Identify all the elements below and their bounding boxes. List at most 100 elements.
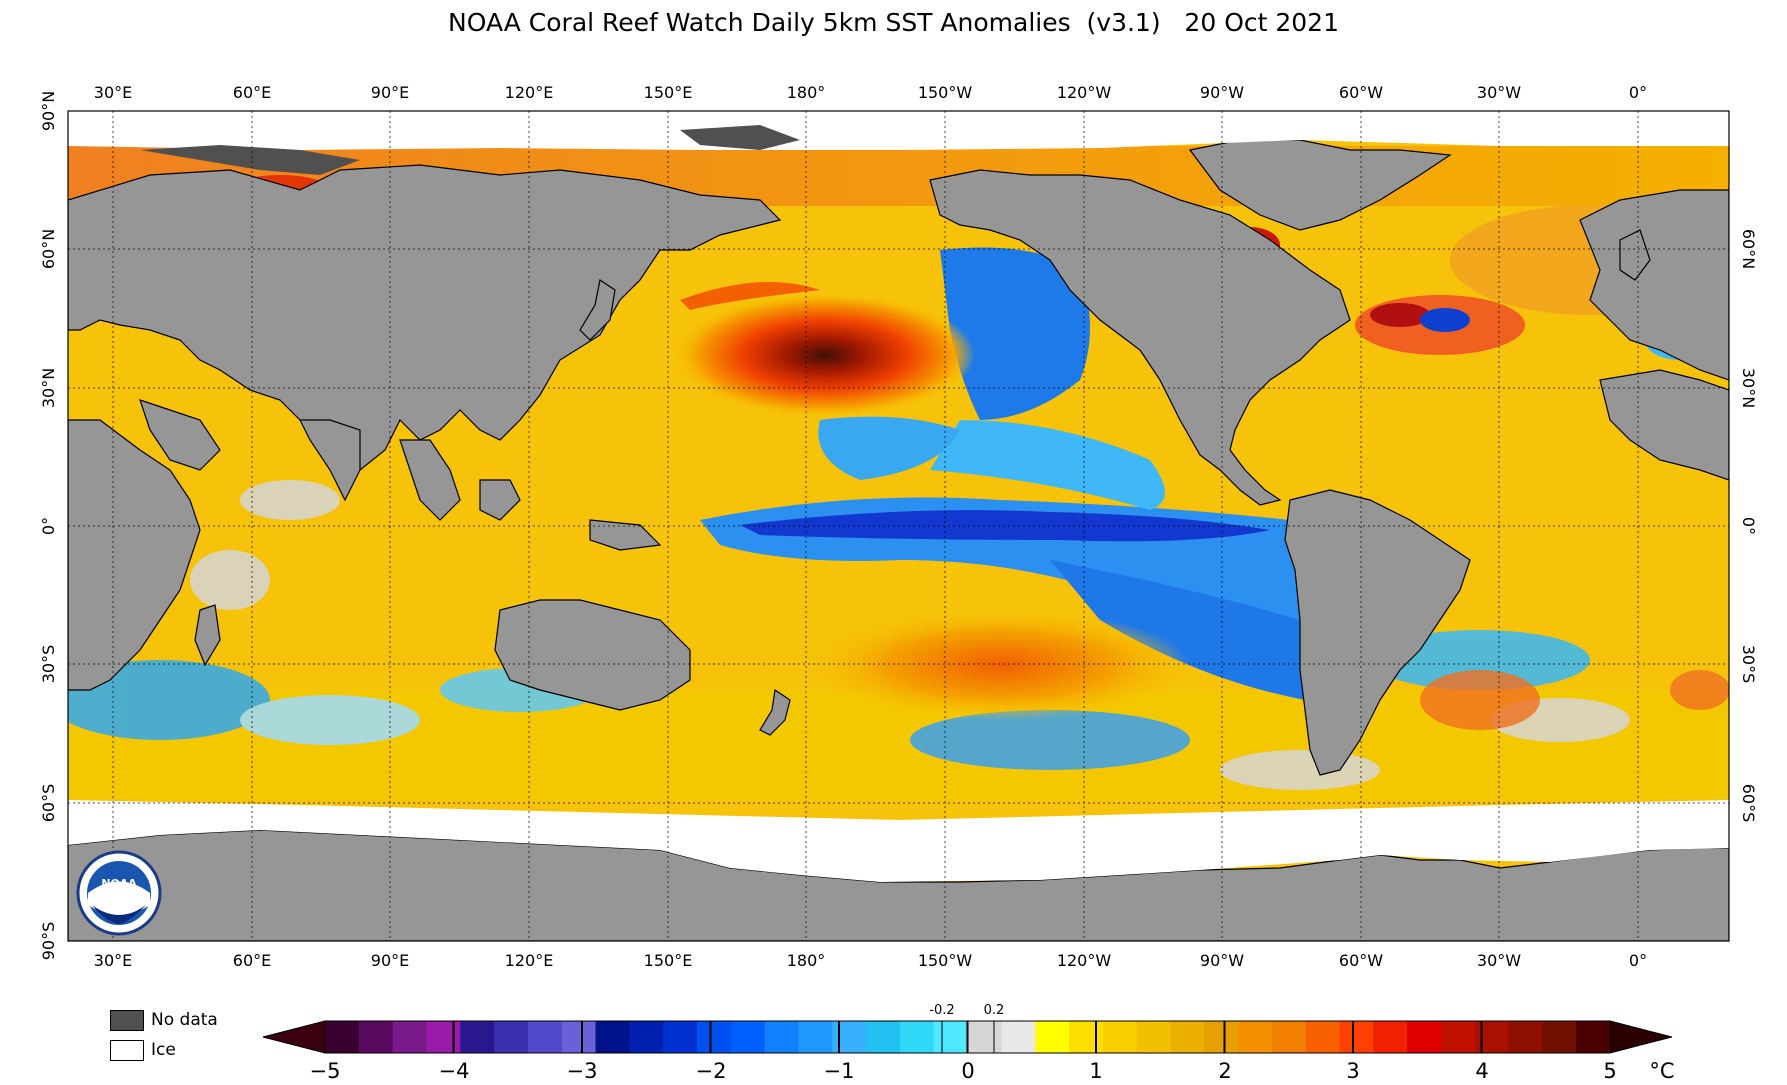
colorbar-tick-label: 2 (1218, 1059, 1231, 1083)
colorbar-segment (1305, 1021, 1341, 1053)
new-zealand (759, 688, 791, 736)
colorbar-segment (358, 1021, 394, 1053)
lat-label: 60°S (1739, 784, 1758, 823)
colorbar-segment (764, 1021, 800, 1053)
colorbar-segment (561, 1021, 597, 1053)
africa (68, 419, 201, 691)
colorbar-segment (595, 1021, 630, 1053)
colorbar (262, 1020, 1673, 1054)
lat-label: 30°N (1739, 368, 1758, 408)
colorbar-tick-label: 1 (1089, 1059, 1102, 1083)
colorbar-segment (1102, 1021, 1138, 1053)
lat-label: 30°S (1739, 645, 1758, 684)
madagascar (194, 604, 221, 667)
ice-swatch (110, 1040, 144, 1061)
arctic-ice (68, 111, 1729, 150)
colorbar-segment (1238, 1021, 1273, 1053)
map-frame (67, 110, 1730, 942)
colorbar-segment (798, 1021, 833, 1053)
colorbar-segment (696, 1021, 732, 1053)
lon-label: 120°W (1057, 951, 1112, 970)
colorbar-segment (426, 1021, 461, 1053)
colorbar-segment (1035, 1021, 1070, 1053)
colorbar-tick-label: 3 (1346, 1059, 1359, 1083)
lon-label: 30°E (94, 83, 132, 102)
lon-label: 0° (1629, 951, 1647, 970)
colorbar-segment (392, 1021, 428, 1053)
lon-label: 180° (787, 83, 826, 102)
colorbar-segment (1508, 1021, 1543, 1053)
south-america (1284, 489, 1471, 776)
map-area: NOAA (68, 111, 1729, 941)
lat-label: 60°S (39, 784, 58, 823)
colorbar-segment (629, 1021, 664, 1053)
lat-labels-right: 60°N 30°N 0° 30°S 60°S (1739, 229, 1758, 822)
colorbar-segment (663, 1021, 698, 1053)
lon-label: 150°E (644, 83, 693, 102)
lat-label: 90°S (39, 922, 58, 961)
colorbar-segment (1542, 1021, 1577, 1053)
colorbar-segment (1204, 1021, 1239, 1053)
india (299, 419, 361, 502)
colorbar-tick-label: −1 (824, 1059, 855, 1083)
lon-label: 150°W (918, 83, 973, 102)
lon-label: 60°W (1339, 83, 1383, 102)
noaa-logo: NOAA (76, 850, 162, 936)
colorbar-segment (1271, 1021, 1307, 1053)
sea-ice (68, 800, 1729, 882)
lon-label: 90°E (371, 951, 409, 970)
colorbar-segment (494, 1021, 529, 1053)
colorbar-neutral-labels: -0.2 0.2 (929, 1003, 1004, 1018)
lon-labels-top: 30°E 60°E 90°E 120°E 150°E 180° 150°W 12… (94, 83, 1647, 102)
colorbar-unit: °C (1649, 1059, 1674, 1083)
lat-label: 0° (1739, 517, 1758, 535)
colorbar-segment (866, 1021, 901, 1053)
lon-label: 60°E (233, 951, 271, 970)
neutral-low-label: -0.2 (929, 1003, 954, 1018)
arabia (139, 399, 221, 471)
colorbar-segment (1136, 1021, 1171, 1053)
lon-label: 150°W (918, 951, 973, 970)
colorbar-segment (967, 1021, 1002, 1053)
colorbar-tick-label: 5 (1603, 1059, 1616, 1083)
lat-label: 60°N (1739, 229, 1758, 269)
lon-label: 90°E (371, 83, 409, 102)
lat-label: 60°N (39, 229, 58, 269)
noaa-logo-text: NOAA (101, 877, 137, 890)
south-pacific-warm (810, 610, 1190, 720)
land-masses (68, 139, 1729, 776)
graticule (68, 111, 1729, 941)
colorbar-segment (899, 1021, 935, 1053)
colorbar-tick-label: −2 (696, 1059, 727, 1083)
colorbar-segment (1407, 1021, 1442, 1053)
colorbar-tick-label: 4 (1475, 1059, 1488, 1083)
indochina (399, 439, 461, 521)
colorbar-segment (1576, 1021, 1611, 1053)
colorbar-segment (832, 1021, 867, 1053)
colorbar-segment (730, 1021, 766, 1053)
north-pacific (675, 247, 1165, 510)
lat-label: 30°S (39, 645, 58, 684)
pacific-cold-tongue (700, 497, 1305, 700)
map-title: NOAA Coral Reef Watch Daily 5km SST Anom… (448, 8, 1339, 37)
lon-label: 60°W (1339, 951, 1383, 970)
north-america (929, 169, 1351, 506)
lon-label: 30°W (1477, 83, 1521, 102)
lon-label: 0° (1629, 83, 1647, 102)
colorbar-tick-label: −4 (439, 1059, 470, 1083)
colorbar-tick-label: 0 (961, 1059, 974, 1083)
lon-label: 30°E (94, 951, 132, 970)
lat-label: 0° (39, 517, 58, 535)
lon-label: 150°E (644, 951, 693, 970)
no-data-arctic (140, 125, 800, 175)
europe (1579, 189, 1729, 381)
west-africa (1599, 369, 1729, 481)
lon-label: 90°W (1200, 83, 1244, 102)
lon-labels-bottom: 30°E 60°E 90°E 120°E 150°E 180° 150°W 12… (94, 951, 1647, 970)
colorbar-segment (527, 1021, 563, 1053)
new-guinea (589, 519, 662, 551)
colorbar-tick-label: −5 (310, 1059, 341, 1083)
no-data-label: No data (151, 1010, 218, 1030)
colorbar-max-arrow (1609, 1020, 1673, 1054)
